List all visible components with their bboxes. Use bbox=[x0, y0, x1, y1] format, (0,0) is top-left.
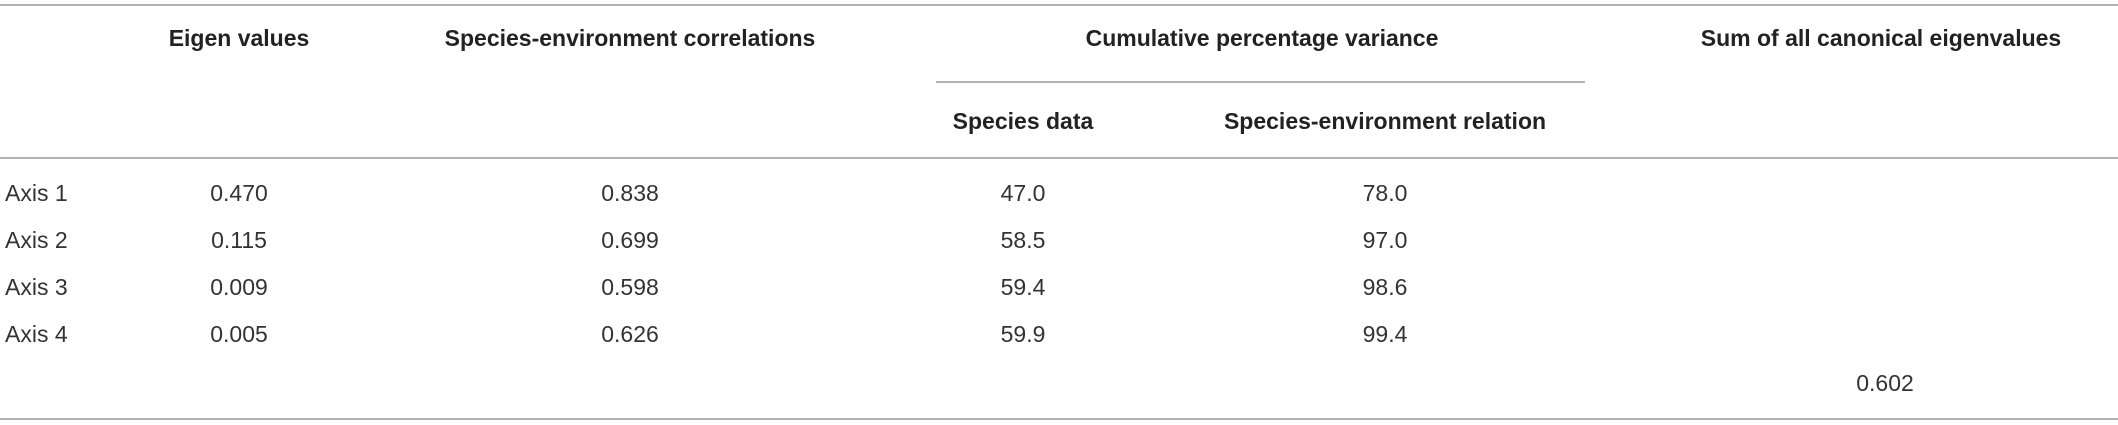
cell: 0.470 bbox=[210, 180, 268, 206]
cell: 58.5 bbox=[1001, 227, 1046, 253]
row-label: Axis 4 bbox=[5, 321, 68, 347]
cell: 59.9 bbox=[1001, 321, 1046, 347]
cell: 0.699 bbox=[601, 227, 659, 253]
cell: 59.4 bbox=[1001, 274, 1046, 300]
cell: 97.0 bbox=[1363, 227, 1408, 253]
cell: 98.6 bbox=[1363, 274, 1408, 300]
row-label: Axis 3 bbox=[5, 274, 68, 300]
cell: 78.0 bbox=[1363, 180, 1408, 206]
column-header: Sum of all canonical eigenvalues bbox=[1701, 25, 2061, 51]
cell: 0.115 bbox=[211, 227, 267, 253]
cell: 0.005 bbox=[210, 321, 268, 347]
column-header: Species-environment correlations bbox=[445, 25, 816, 51]
cell: 0.626 bbox=[601, 321, 659, 347]
sub-header: Species-environment relation bbox=[1224, 108, 1546, 134]
cell: 0.009 bbox=[210, 274, 268, 300]
cell: 99.4 bbox=[1363, 321, 1408, 347]
row-label: Axis 1 bbox=[5, 180, 68, 206]
cell: 0.598 bbox=[601, 274, 659, 300]
column-header: Cumulative percentage variance bbox=[1086, 25, 1439, 51]
cell: 0.838 bbox=[601, 180, 659, 206]
cell: 0.602 bbox=[1856, 370, 1914, 396]
row-label: Axis 2 bbox=[5, 227, 68, 253]
sub-header: Species data bbox=[953, 108, 1094, 134]
column-header: Eigen values bbox=[169, 25, 310, 51]
cell: 47.0 bbox=[1001, 180, 1046, 206]
